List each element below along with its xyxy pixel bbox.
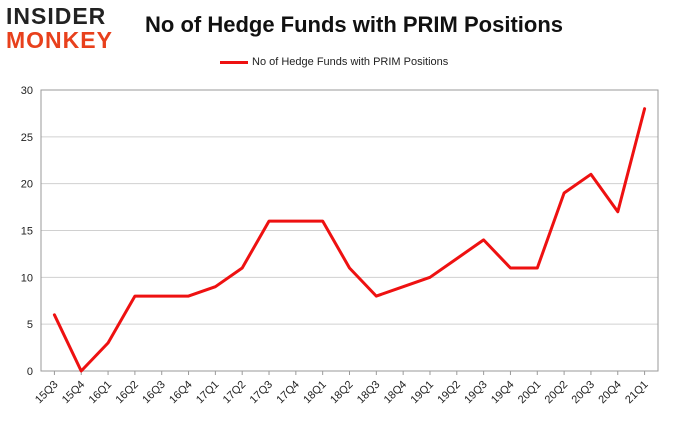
x-tick-label: 17Q2 <box>221 379 249 407</box>
x-tick-label: 19Q1 <box>409 379 437 407</box>
y-tick-label: 15 <box>21 226 33 238</box>
x-tick-label: 20Q4 <box>596 379 624 407</box>
x-tick-label: 15Q4 <box>60 379 88 407</box>
y-tick-label: 0 <box>27 366 33 378</box>
x-tick-label: 16Q1 <box>87 379 115 407</box>
x-tick-label: 18Q1 <box>301 379 329 407</box>
x-tick-label: 16Q2 <box>113 379 141 407</box>
x-tick-label: 19Q4 <box>489 379 517 407</box>
y-tick-label: 30 <box>21 85 33 97</box>
legend-label: No of Hedge Funds with PRIM Positions <box>252 56 449 68</box>
y-tick-label: 25 <box>21 132 33 144</box>
x-tick-label: 15Q3 <box>33 379 61 407</box>
x-tick-label: 17Q1 <box>194 379 222 407</box>
y-tick-label: 5 <box>27 319 33 331</box>
x-tick-label: 19Q2 <box>435 379 463 407</box>
x-tick-label: 17Q4 <box>274 379 302 407</box>
x-tick-label: 16Q4 <box>167 379 195 407</box>
x-tick-label: 16Q3 <box>140 379 168 407</box>
x-tick-label: 19Q3 <box>462 379 490 407</box>
logo-text-top: INSIDER <box>6 3 107 29</box>
x-tick-label: 18Q3 <box>355 379 383 407</box>
x-tick-label: 20Q3 <box>570 379 598 407</box>
x-tick-label: 18Q2 <box>328 379 356 407</box>
legend-swatch <box>220 60 248 64</box>
logo-text-bottom: MONKEY <box>6 27 113 53</box>
legend: No of Hedge Funds with PRIM Positions <box>220 55 448 69</box>
y-tick-label: 20 <box>21 179 33 191</box>
chart-title: No of Hedge Funds with PRIM Positions <box>145 12 563 37</box>
x-tick-label: 17Q3 <box>248 379 276 407</box>
y-tick-label: 10 <box>21 272 33 284</box>
x-tick-label: 21Q1 <box>623 379 651 407</box>
series-line <box>52 107 647 373</box>
x-tick-label: 20Q2 <box>543 379 571 407</box>
x-tick-label: 18Q4 <box>382 379 410 407</box>
x-tick-label: 20Q1 <box>516 379 544 407</box>
insider-monkey-logo: INSIDER MONKEY <box>6 4 126 56</box>
